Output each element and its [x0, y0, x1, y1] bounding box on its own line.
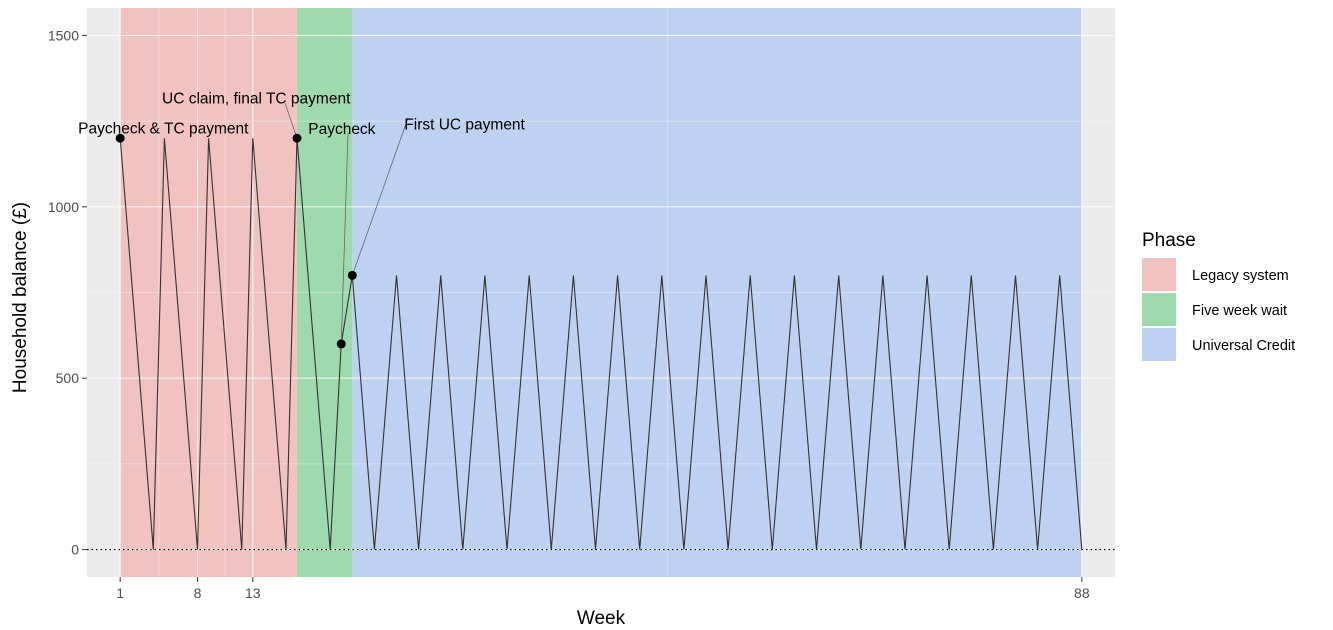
legend: Phase Legacy system Five week wait Univers…	[1142, 230, 1295, 361]
y-axis: 0 500 1000 1500	[48, 27, 87, 558]
x-axis-title: Week	[577, 608, 626, 629]
event-point-0	[115, 133, 125, 143]
phase-band-0	[120, 8, 298, 577]
legend-key-0	[1142, 258, 1176, 291]
event-point-2	[336, 339, 346, 349]
annotation-leaders	[284, 102, 409, 344]
annotation-paycheck-tc: Paycheck & TC payment	[78, 120, 249, 137]
leader-line-2	[340, 132, 349, 344]
annotation-paycheck: Paycheck	[308, 121, 375, 138]
annotation-uc-claim: UC claim, final TC payment	[162, 90, 351, 107]
y-tick-label-3: 1500	[48, 27, 79, 43]
event-point-3	[347, 270, 357, 280]
y-tick-label-2: 1000	[48, 199, 79, 215]
y-tick-label-0: 0	[71, 542, 79, 558]
legend-key-2	[1142, 328, 1176, 361]
balance-line	[119, 138, 1083, 550]
x-axis: 1 8 13 88	[116, 577, 1090, 601]
legend-title: Phase	[1142, 230, 1196, 251]
legend-label-0: Legacy system	[1192, 268, 1289, 284]
annotation-first-uc: First UC payment	[404, 116, 525, 133]
x-tick-label-3: 88	[1074, 585, 1090, 601]
phase-bands	[120, 8, 1082, 577]
y-axis-title: Household balance (£)	[10, 202, 31, 393]
event-point-1	[292, 133, 302, 143]
x-tick-label-0: 1	[116, 585, 124, 601]
event-points	[115, 133, 357, 349]
leader-line-3	[351, 117, 409, 276]
x-tick-label-2: 13	[245, 585, 261, 601]
phase-band-2	[352, 8, 1082, 577]
x-tick-label-1: 8	[194, 585, 202, 601]
legend-label-1: Five week wait	[1192, 303, 1287, 319]
legend-key-1	[1142, 293, 1176, 326]
annotations: Paycheck & TC payment UC claim, final TC…	[78, 90, 525, 138]
leader-line-1	[284, 102, 298, 139]
legend-label-2: Universal Credit	[1192, 338, 1295, 354]
y-tick-label-1: 500	[56, 370, 80, 386]
